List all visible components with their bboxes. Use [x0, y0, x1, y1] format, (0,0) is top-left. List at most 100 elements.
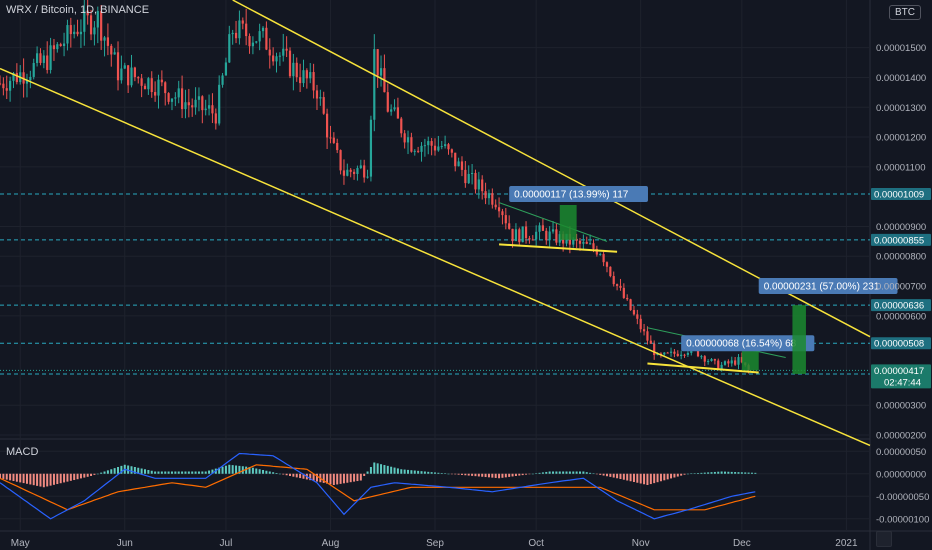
macd-histogram-bar — [265, 470, 268, 474]
macd-histogram-bar — [184, 471, 187, 474]
macd-histogram-bar — [639, 473, 642, 484]
candle-body — [214, 113, 217, 124]
candle-body — [147, 78, 150, 90]
candle-body — [272, 55, 275, 62]
macd-histogram-bar — [12, 473, 15, 482]
macd-histogram-bar — [248, 467, 251, 474]
macd-histogram-bar — [0, 473, 1, 479]
macd-histogram-bar — [690, 473, 693, 475]
macd-y-tick-label: -0.00000100 — [876, 514, 929, 525]
candle-body — [332, 137, 335, 143]
candle-body — [96, 11, 99, 28]
macd-histogram-bar — [369, 467, 372, 474]
macd-y-tick-label: 0.00000050 — [876, 447, 926, 458]
macd-histogram-bar — [5, 473, 8, 480]
candle-body — [356, 168, 359, 174]
candle-body — [376, 49, 379, 76]
candle-body — [164, 82, 167, 94]
candle-body — [322, 97, 325, 114]
macd-histogram-bar — [332, 473, 335, 485]
candle-body — [234, 32, 238, 39]
macd-histogram-bar — [717, 471, 720, 474]
macd-histogram-bar — [42, 473, 45, 488]
candle-body — [218, 84, 221, 124]
candle-body — [25, 80, 29, 84]
macd-histogram-bar — [113, 468, 116, 474]
macd-histogram-bar — [22, 473, 25, 484]
macd-histogram-bar — [579, 471, 581, 474]
macd-histogram-bar — [349, 473, 352, 483]
macd-histogram-bar — [484, 473, 487, 478]
candle-body — [69, 25, 72, 35]
candle-body — [204, 108, 207, 111]
price-line-label: 0.00001009 — [874, 189, 924, 200]
macd-histogram-bar — [376, 463, 379, 474]
macd-histogram-bar — [697, 473, 700, 474]
price-line-label-bg — [871, 233, 931, 246]
macd-histogram-bar — [29, 473, 32, 485]
candle-body — [494, 204, 497, 208]
candle-body — [700, 356, 703, 358]
candle-body — [737, 357, 740, 365]
candle-body — [669, 351, 673, 353]
macd-histogram-bar — [366, 471, 369, 474]
macd-histogram-bar — [430, 472, 433, 474]
macd-histogram-bar — [133, 467, 136, 474]
macd-histogram-bar — [670, 473, 673, 479]
macd-histogram-bar — [514, 473, 517, 476]
macd-histogram-bar — [76, 473, 79, 480]
macd-histogram-bar — [457, 473, 460, 475]
macd-histogram-bar — [59, 473, 62, 484]
macd-histogram-bar — [649, 473, 652, 485]
candle-body — [582, 241, 585, 244]
candle-body — [663, 352, 666, 355]
candle-body — [110, 45, 113, 55]
price-line-label: 0.00000855 — [874, 235, 924, 246]
macd-histogram-bar — [528, 473, 531, 475]
macd-histogram-bar — [460, 473, 463, 475]
x-tick-label: Jun — [117, 538, 133, 549]
candle-body — [265, 27, 268, 50]
macd-histogram-bar — [616, 473, 619, 479]
macd-histogram-bar — [494, 473, 497, 478]
y-tick-label: 0.00001400 — [876, 73, 926, 84]
macd-histogram-bar — [272, 472, 275, 474]
candle-body — [258, 31, 261, 42]
candle-body — [508, 223, 511, 229]
macd-histogram-bar — [653, 473, 656, 484]
candle-body — [2, 83, 5, 89]
macd-histogram-bar — [231, 465, 234, 474]
candle-body — [83, 10, 86, 32]
candles — [0, 0, 750, 374]
y-tick-label: 0.00001200 — [876, 133, 926, 144]
candle-body — [460, 161, 464, 170]
macd-histogram-bar — [322, 473, 325, 483]
macd-histogram-bar — [693, 473, 696, 474]
candle-body — [116, 52, 120, 81]
macd-histogram-bar — [656, 473, 659, 483]
candle-body — [531, 239, 534, 241]
price-line-label-bg — [871, 299, 931, 312]
macd-histogram-bar — [680, 473, 683, 476]
currency-badge[interactable]: BTC — [889, 5, 921, 20]
macd-histogram-bar — [245, 466, 248, 474]
candle-body — [221, 75, 224, 85]
macd-histogram-bar — [589, 472, 592, 474]
settings-icon[interactable] — [876, 531, 892, 547]
measure-box — [741, 350, 759, 371]
candle-body — [157, 79, 160, 96]
candle-body — [140, 78, 143, 86]
candle-body — [268, 49, 271, 56]
candle-body — [605, 262, 609, 267]
countdown-label: 02:47:44 — [884, 377, 921, 388]
candle-body — [484, 191, 487, 199]
macd-histogram-bar — [154, 471, 157, 474]
price-line-label-bg — [871, 337, 931, 350]
candle-body — [245, 23, 248, 37]
macd-histogram-bar — [501, 473, 504, 478]
macd-histogram-bar — [740, 472, 743, 474]
macd-histogram-bar — [46, 473, 49, 487]
macd-histogram-bar — [56, 473, 59, 485]
y-tick-label: 0.00000700 — [876, 282, 926, 293]
